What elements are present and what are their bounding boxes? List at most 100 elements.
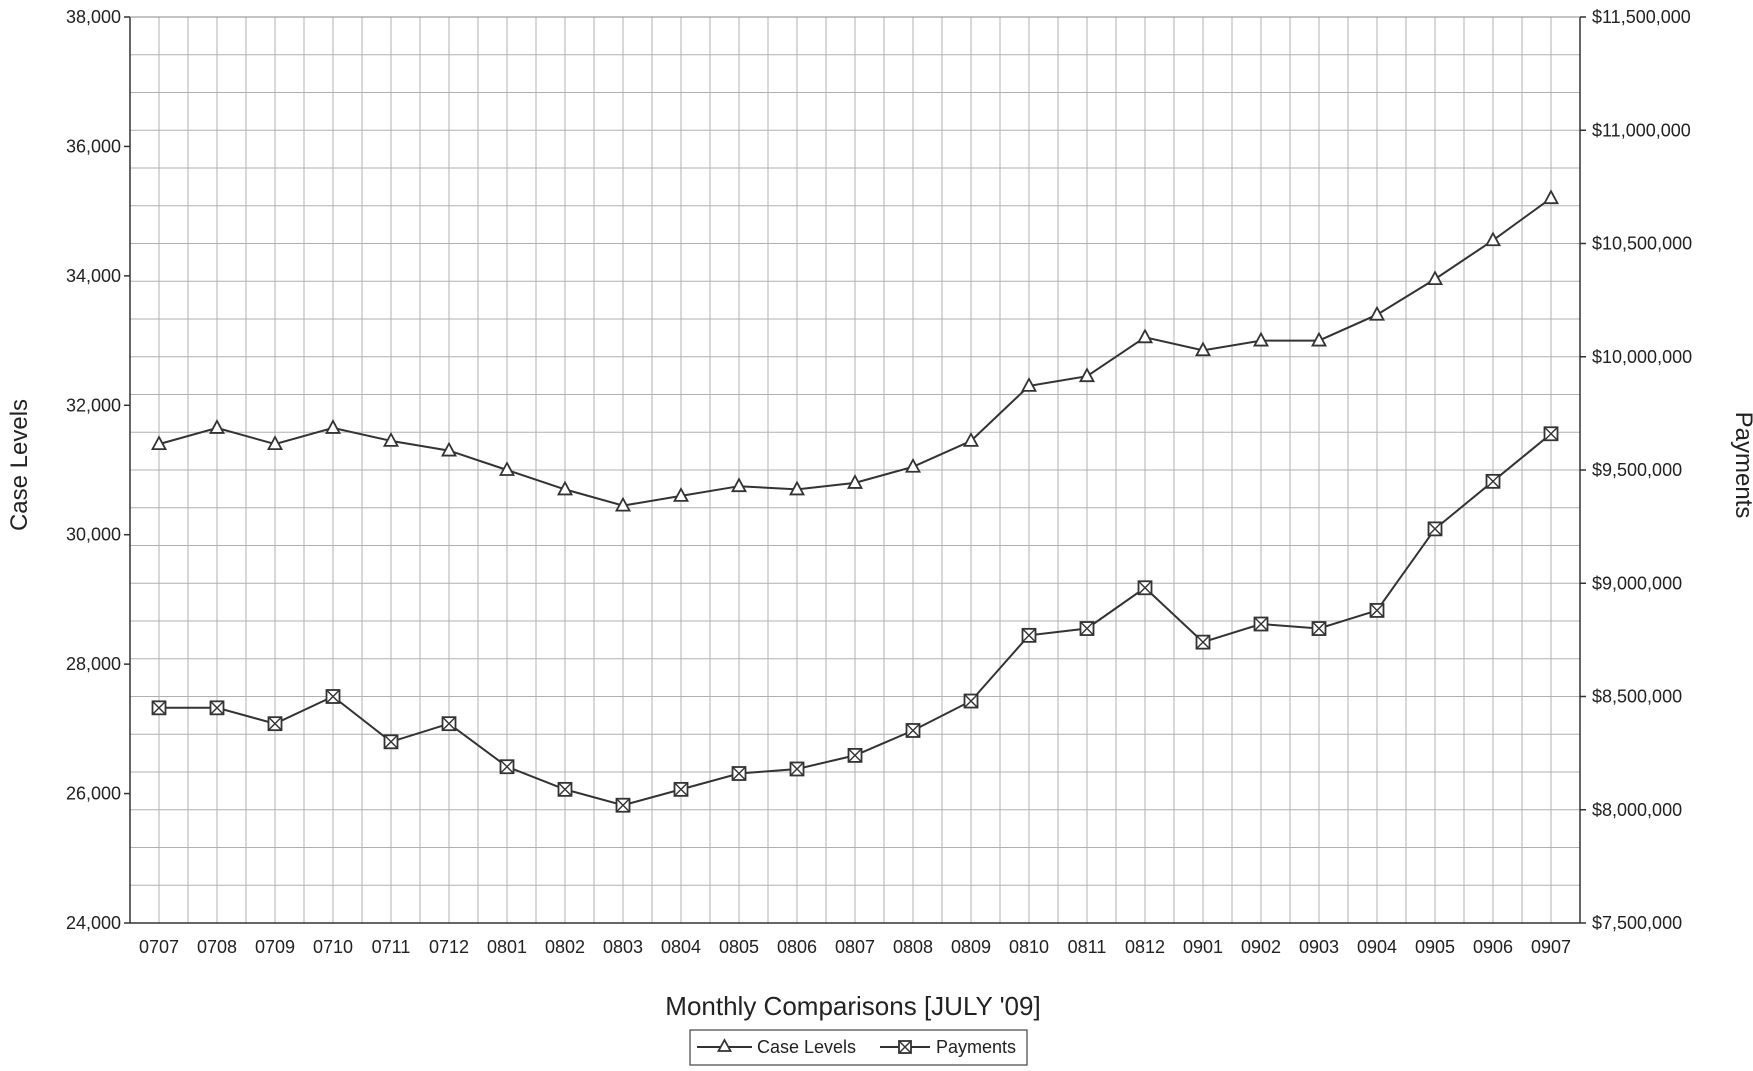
data-point-case-levels (1426, 270, 1444, 285)
data-point-case-levels (730, 477, 748, 493)
x-tick-label: 0812 (1125, 937, 1165, 957)
data-point-payments (847, 747, 863, 763)
x-tick-label: 0904 (1357, 937, 1397, 957)
data-point-case-levels (614, 496, 632, 512)
y-tick-label: 24,000 (66, 913, 121, 933)
data-point-case-levels (266, 435, 284, 451)
data-point-payments (267, 716, 283, 732)
data-point-payments (963, 693, 979, 709)
x-tick-labels: 0707 0708 0709 0710 0711 0712 0801 0802 0803 0804… (139, 937, 1571, 957)
data-point-payments (905, 723, 921, 738)
series-case-levels (150, 189, 1560, 512)
x-tick-label: 0802 (545, 937, 585, 957)
x-tick-label: 0901 (1183, 937, 1223, 957)
y-tick-label: 36,000 (66, 136, 121, 156)
x-tick-label: 0810 (1009, 937, 1049, 957)
data-point-case-levels (150, 435, 168, 451)
data-point-case-levels (440, 441, 458, 457)
x-tick-label: 0811 (1068, 937, 1107, 957)
data-point-payments (1195, 634, 1211, 650)
series (150, 189, 1560, 813)
data-point-payments (325, 689, 341, 704)
data-point-payments (1311, 621, 1327, 636)
data-point-case-levels (556, 480, 574, 496)
data-point-case-levels (324, 419, 342, 434)
data-point-case-levels (498, 461, 516, 476)
data-point-payments (1021, 627, 1037, 643)
data-point-case-levels (962, 431, 980, 447)
data-point-case-levels (1252, 331, 1270, 347)
legend-marker-payments (898, 1040, 912, 1054)
x-tick-label: 0801 (487, 937, 527, 957)
series-payments (151, 426, 1559, 813)
x-tick-label: 0707 (139, 937, 179, 957)
data-point-payments (1485, 473, 1501, 489)
data-point-payments (1253, 616, 1269, 632)
legend-label-payments: Payments (936, 1037, 1016, 1057)
legend-label-case-levels: Case Levels (757, 1037, 856, 1057)
data-point-case-levels (208, 419, 226, 434)
data-point-payments (731, 766, 747, 781)
y-tick-label: 28,000 (66, 654, 121, 674)
x-axis-title: Monthly Comparisons [JULY '09] (665, 991, 1040, 1021)
x-tick-label: 0902 (1241, 937, 1281, 957)
data-point-payments (441, 716, 457, 732)
data-point-case-levels (1484, 231, 1502, 247)
data-point-case-levels (1310, 331, 1328, 347)
x-tick-label: 0712 (429, 937, 469, 957)
data-point-payments (1137, 580, 1153, 596)
data-point-payments (615, 797, 631, 813)
data-point-case-levels (672, 486, 690, 502)
data-point-case-levels (1020, 376, 1038, 392)
data-point-payments (209, 700, 225, 716)
x-tick-label: 0708 (197, 937, 237, 957)
data-point-case-levels (382, 431, 400, 447)
data-point-payments (789, 761, 805, 777)
x-tick-label: 0710 (313, 937, 353, 957)
x-tick-label: 0906 (1473, 937, 1513, 957)
data-point-payments (673, 781, 689, 797)
data-point-payments (1543, 426, 1559, 442)
data-point-case-levels (1194, 341, 1212, 357)
data-point-case-levels (846, 474, 864, 489)
y2-tick-label: $11,000,000 (1592, 120, 1691, 140)
x-tick-label: 0806 (777, 937, 817, 957)
data-point-case-levels (1368, 305, 1386, 321)
y2-axis-title: Payments (1730, 412, 1753, 519)
y-tick-label: 38,000 (66, 7, 121, 27)
data-point-case-levels (788, 480, 806, 496)
y-axis-title: Case Levels (6, 399, 33, 531)
y2-tick-label: $10,000,000 (1592, 347, 1692, 367)
data-point-payments (557, 781, 573, 797)
x-tick-label: 0804 (661, 937, 701, 957)
data-point-case-levels (904, 457, 922, 473)
data-point-case-levels (1078, 367, 1096, 383)
y2-tick-label: $8,500,000 (1592, 687, 1682, 707)
x-tick-label: 0805 (719, 937, 759, 957)
y2-tick-label: $10,500,000 (1592, 234, 1692, 254)
x-tick-label: 0808 (893, 937, 933, 957)
grid (129, 16, 1581, 924)
data-point-payments (383, 734, 399, 750)
y-tick-label: 32,000 (66, 395, 121, 415)
y-tick-label: 34,000 (66, 266, 121, 286)
data-point-case-levels (1542, 189, 1560, 205)
data-point-payments (1369, 603, 1385, 618)
y-tick-label: 30,000 (66, 525, 121, 545)
x-tick-label: 0807 (835, 937, 875, 957)
right-y-tick-labels: $7,500,000 $8,000,000 $8,500,000 $9,000,000… (1580, 7, 1692, 933)
x-tick-label: 0709 (255, 937, 295, 957)
x-tick-label: 0809 (951, 937, 991, 957)
axes (129, 16, 1581, 924)
y2-tick-label: $11,500,000 (1592, 7, 1691, 27)
y2-tick-label: $7,500,000 (1592, 913, 1682, 933)
data-point-payments (151, 700, 167, 716)
y2-tick-label: $9,500,000 (1592, 460, 1682, 480)
data-point-case-levels (1136, 328, 1154, 344)
data-point-payments (1079, 621, 1095, 636)
x-tick-label: 0907 (1531, 937, 1571, 957)
legend-marker-case-levels (716, 1038, 733, 1052)
y-tick-label: 26,000 (66, 784, 121, 804)
